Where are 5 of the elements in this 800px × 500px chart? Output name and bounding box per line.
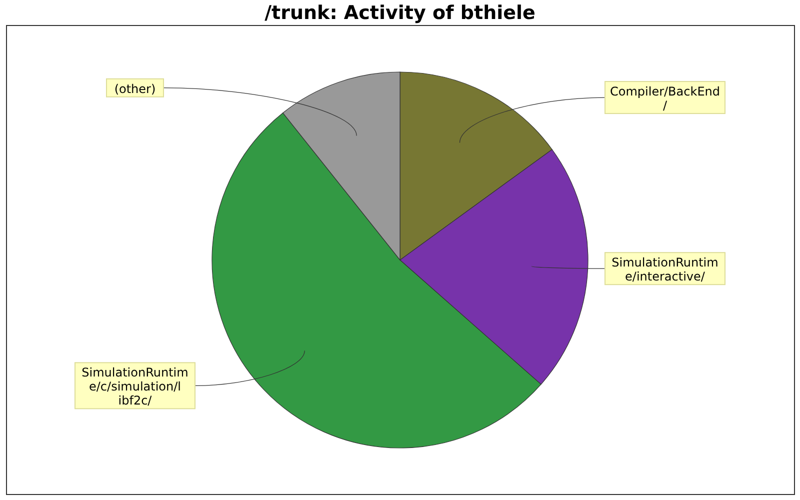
slice-label: SimulationRuntime/interactive/ [612,256,718,284]
slice-label: (other) [114,82,156,96]
chart-title: /trunk: Activity of bthiele [264,2,536,24]
slice-label: SimulationRuntime/c/simulation/libf2c/ [82,366,188,408]
slice-label: Compiler/BackEnd/ [610,84,720,113]
